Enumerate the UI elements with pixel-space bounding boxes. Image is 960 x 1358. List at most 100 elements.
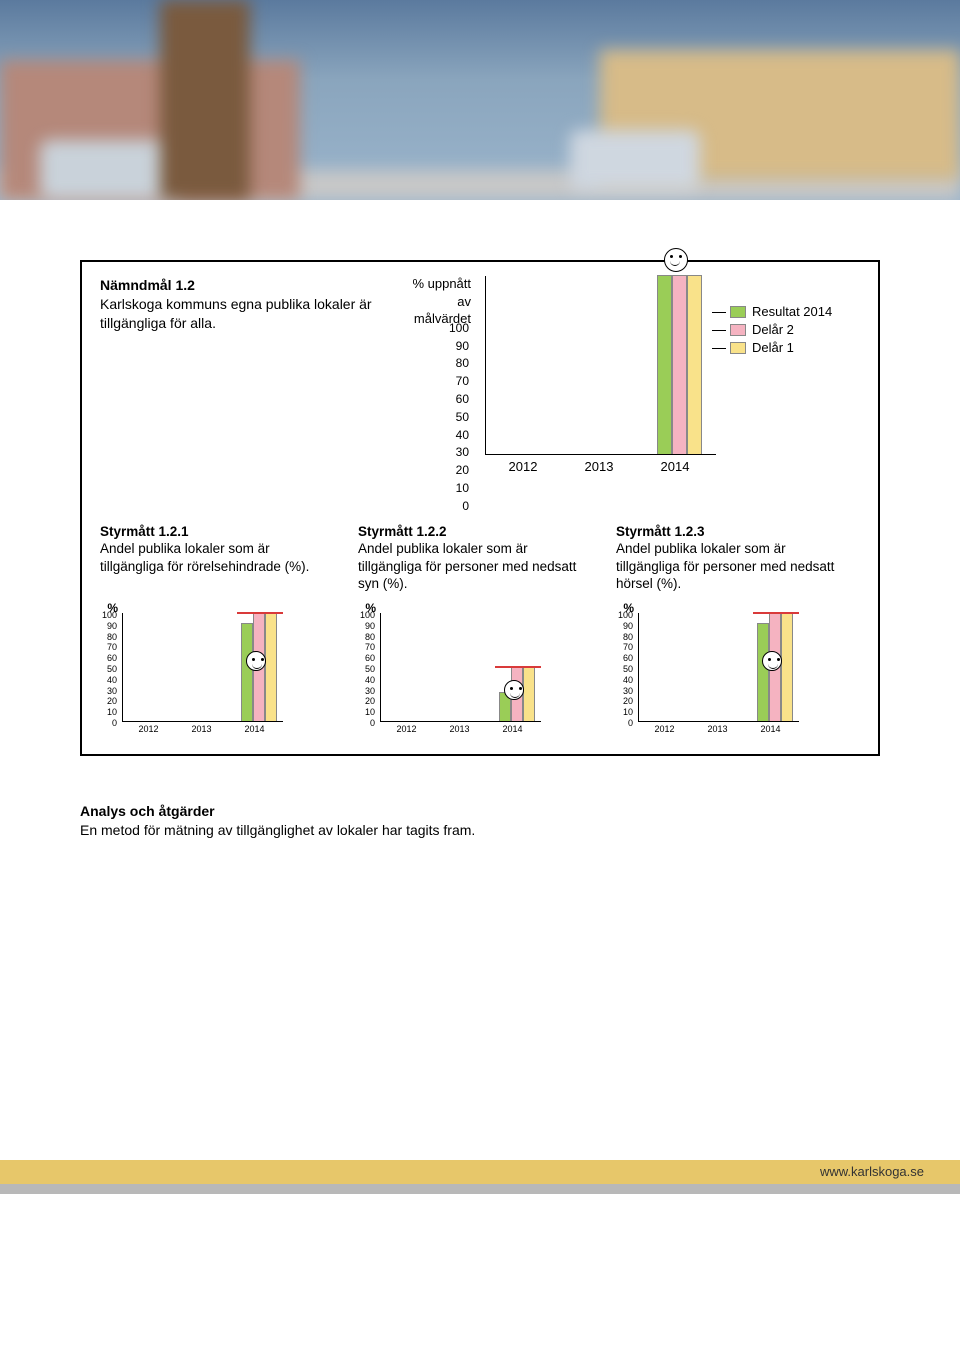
legend-dash: [712, 312, 726, 313]
ytick-label: 70: [107, 643, 117, 652]
ytick-label: 60: [107, 654, 117, 663]
xtick-label: 2014: [744, 724, 797, 734]
legend-swatch: [730, 324, 746, 336]
legend-swatch: [730, 342, 746, 354]
ytick-label: 10: [107, 708, 117, 717]
legend-dash: [712, 330, 726, 331]
mini-chart: %1009080706050403020100201220132014: [358, 601, 588, 734]
mini-chart-cell: %1009080706050403020100201220132014: [344, 601, 602, 734]
ytick-label: 70: [365, 643, 375, 652]
main-chart: % uppnått av målvärdet 10090807060504030…: [410, 276, 860, 507]
mini-chart-row: %1009080706050403020100201220132014%1009…: [100, 601, 860, 734]
ytick-label: 10: [365, 708, 375, 717]
legend-label: Delår 2: [752, 322, 794, 337]
ytick-label: 0: [445, 500, 469, 512]
legend-row: Resultat 2014: [730, 304, 860, 319]
mini-plot: [380, 613, 541, 722]
mini-plot: [638, 613, 799, 722]
analysis-text: En metod för mätning av tillgänglighet a…: [80, 822, 475, 838]
refline: [237, 612, 284, 614]
ytick-label: 60: [365, 654, 375, 663]
ytick-label: 0: [112, 719, 117, 728]
mini-chart-cell: %1009080706050403020100201220132014: [602, 601, 860, 734]
ytick-label: 80: [365, 633, 375, 642]
mini-xticks: 201220132014: [638, 724, 798, 734]
ytick-label: 80: [623, 633, 633, 642]
ytick-label: 20: [365, 697, 375, 706]
bar-delar1: [687, 275, 702, 454]
ytick-label: 20: [623, 697, 633, 706]
ytick-label: 100: [360, 611, 375, 620]
ytick-label: 40: [623, 676, 633, 685]
main-plot-area: 201220132014: [485, 276, 716, 474]
refline: [753, 612, 800, 614]
mini-plot: [122, 613, 283, 722]
ytick-label: 40: [365, 676, 375, 685]
ytick-label: 100: [445, 322, 469, 334]
main-plot: [485, 276, 716, 455]
ytick-label: 40: [107, 676, 117, 685]
mini-plot-wrap: 201220132014: [638, 613, 799, 734]
footer-url: www.karlskoga.se: [820, 1164, 924, 1179]
styrmatt-cell: Styrmått 1.2.3Andel publika lokaler som …: [602, 517, 860, 593]
smile-icon: [664, 248, 688, 272]
legend-label: Resultat 2014: [752, 304, 832, 319]
legend-row: Delår 2: [730, 322, 860, 337]
bar-delar2: [672, 275, 687, 454]
xtick-label: 2012: [638, 724, 691, 734]
ytick-label: 0: [628, 719, 633, 728]
mini-chart-cell: %1009080706050403020100201220132014: [100, 601, 344, 734]
ytick-label: 80: [445, 357, 469, 369]
mini-plot-wrap: 201220132014: [122, 613, 283, 734]
refline: [495, 666, 542, 668]
legend-row: Delår 1: [730, 340, 860, 355]
ytick-label: 30: [365, 687, 375, 696]
bar-group: [657, 275, 702, 454]
ytick-label: 50: [107, 665, 117, 674]
ytick-label: 80: [107, 633, 117, 642]
legend-label: Delår 1: [752, 340, 794, 355]
mini-yaxis: %1009080706050403020100: [100, 601, 118, 721]
legend-swatch: [730, 306, 746, 318]
mini-xticks: 201220132014: [380, 724, 540, 734]
smile-icon: [246, 651, 266, 671]
ytick-label: 90: [445, 340, 469, 352]
styrmatt-desc: Andel publika lokaler som är tillgänglig…: [358, 540, 588, 593]
bar-resultat: [757, 623, 769, 721]
xtick-label: 2014: [486, 724, 539, 734]
top-row: Nämndmål 1.2 Karlskoga kommuns egna publ…: [100, 276, 860, 507]
main-yaxis-ticks: 1009080706050403020100: [445, 329, 471, 507]
page-body: Nämndmål 1.2 Karlskoga kommuns egna publ…: [0, 200, 960, 840]
legend: Resultat 2014 Delår 2 Delår 1: [730, 276, 860, 358]
ytick-label: 60: [445, 393, 469, 405]
ytick-label: 90: [107, 622, 117, 631]
bar-delar1: [265, 612, 277, 721]
bar-delar1: [523, 666, 535, 721]
ytick-label: 100: [618, 611, 633, 620]
goal-line2: tillgängliga för alla.: [100, 315, 216, 331]
xtick-label: 2014: [637, 459, 713, 474]
ytick-label: 40: [445, 429, 469, 441]
ytick-label: 70: [623, 643, 633, 652]
goal-line1: Karlskoga kommuns egna publika lokaler ä…: [100, 296, 372, 312]
analysis-heading: Analys och åtgärder: [80, 803, 215, 819]
mini-chart: %1009080706050403020100201220132014: [616, 601, 846, 734]
styrmatt-desc: Andel publika lokaler som är tillgänglig…: [100, 540, 330, 575]
ytick-label: 50: [445, 411, 469, 423]
xtick-label: 2013: [175, 724, 228, 734]
styrmatt-row: Styrmått 1.2.1Andel publika lokaler som …: [100, 517, 860, 593]
ytick-label: 100: [102, 611, 117, 620]
ytick-label: 0: [370, 719, 375, 728]
xtick-label: 2014: [228, 724, 281, 734]
styrmatt-heading: Styrmått 1.2.2: [358, 524, 447, 539]
ytick-label: 90: [365, 622, 375, 631]
ytick-label: 30: [107, 687, 117, 696]
legend-dash: [712, 348, 726, 349]
styrmatt-cell: Styrmått 1.2.1Andel publika lokaler som …: [100, 517, 344, 593]
ytick-label: 20: [445, 464, 469, 476]
analysis: Analys och åtgärder En metod för mätning…: [80, 802, 880, 840]
bar-resultat: [657, 275, 672, 454]
mini-chart: %1009080706050403020100201220132014: [100, 601, 330, 734]
ytick-label: 90: [623, 622, 633, 631]
main-box: Nämndmål 1.2 Karlskoga kommuns egna publ…: [80, 260, 880, 756]
